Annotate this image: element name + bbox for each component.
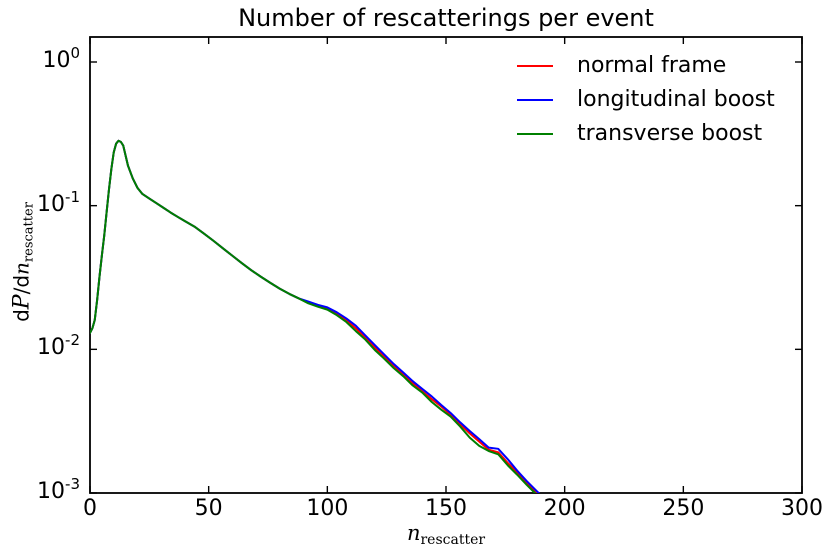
chart-title: Number of rescatterings per event [238, 4, 654, 32]
legend-label: normal frame [577, 53, 727, 78]
legend-label: transverse boost [577, 121, 763, 146]
y-tick-label: 100 [42, 44, 80, 73]
xlabel-var-n: n [406, 521, 421, 545]
curve-transverse-boost [90, 139, 537, 493]
legend-line-icon [517, 99, 553, 101]
legend-line-icon [517, 65, 553, 67]
legend-entry: longitudinal boost [517, 83, 775, 117]
xlabel-subscript: rescatter [420, 532, 486, 548]
x-tick-label: 250 [662, 496, 705, 521]
y-tick-label: 10-2 [37, 331, 80, 361]
ylabel-var-n: n [9, 262, 34, 275]
x-tick-label: 100 [306, 496, 349, 521]
x-tick-label: 0 [83, 496, 97, 521]
legend-entry: transverse boost [517, 117, 775, 151]
ylabel-over-d: /d [9, 274, 34, 295]
y-tick-label: 10-1 [37, 187, 80, 217]
ylabel-d: d [9, 309, 34, 322]
x-tick-label: 50 [194, 496, 223, 521]
x-tick-label: 200 [543, 496, 586, 521]
ylabel-script-p: P [9, 294, 35, 310]
x-tick-label: 300 [781, 496, 823, 521]
y-axis-label: dP/dnrescatter [9, 202, 37, 322]
x-axis-label: nrescatter [406, 521, 486, 548]
legend-label: longitudinal boost [577, 87, 775, 112]
x-tick-label: 150 [425, 496, 467, 521]
legend-line-icon [517, 133, 553, 135]
y-tick-label: 10-3 [37, 474, 80, 504]
curve-longitudinal-boost [90, 139, 541, 493]
curve-normal-frame [90, 139, 539, 493]
ylabel-subscript: rescatter [21, 202, 37, 263]
legend-entry: normal frame [517, 49, 775, 83]
legend: normal frame longitudinal boost transver… [517, 49, 775, 151]
